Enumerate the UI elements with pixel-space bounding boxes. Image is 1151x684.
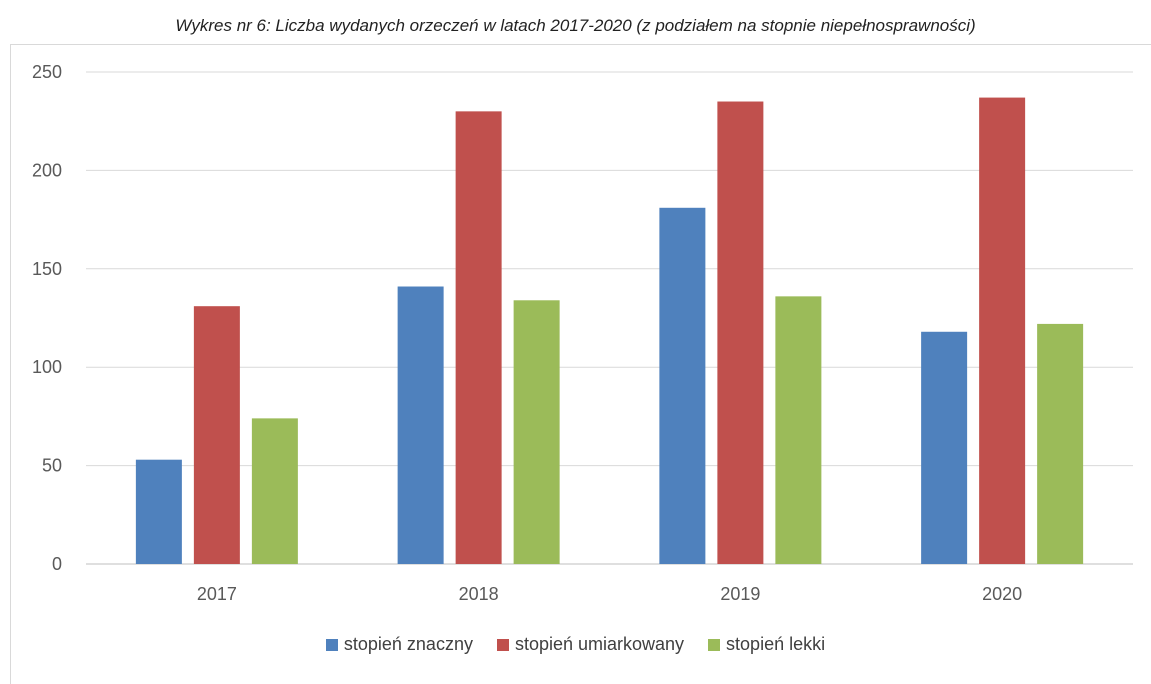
y-tick-label: 200 [32,160,62,180]
legend-item: stopień znaczny [325,634,473,655]
bar-2018-0 [397,286,444,564]
bar-2019-1 [717,101,764,565]
legend: stopień znaczny stopień umiarkowany stopie… [0,634,1151,655]
y-tick-label: 100 [32,357,62,377]
x-tick-label: 2019 [720,584,760,604]
legend-label: stopień lekki [726,634,826,654]
bar-2020-1 [979,97,1026,565]
y-tick-label: 150 [32,259,62,279]
bar-2017-1 [193,306,240,564]
legend-swatch [325,638,338,651]
bar-2019-2 [775,296,822,564]
legend-swatch [496,638,509,651]
bar-2020-2 [1037,323,1084,564]
x-tick-label: 2020 [982,584,1022,604]
chart-title: Wykres nr 6: Liczba wydanych orzeczeń w … [175,16,976,35]
legend-item: stopień lekki [708,634,825,655]
bar-2018-2 [513,300,560,564]
bar-2019-0 [659,207,706,565]
bar-2017-0 [135,459,182,564]
bar-2017-2 [251,418,298,564]
y-tick-label: 250 [32,62,62,82]
legend-swatch [708,638,721,651]
legend-label: stopień znaczny [343,634,473,654]
legend-label: stopień umiarkowany [514,634,685,654]
chart-frame [10,44,1151,684]
x-tick-label: 2018 [459,584,499,604]
y-tick-label: 50 [42,456,62,476]
bar-2018-1 [455,111,502,565]
bar-2020-0 [921,331,968,564]
x-tick-label: 2017 [197,584,237,604]
legend-item: stopień umiarkowany [496,634,685,655]
y-tick-label: 0 [52,554,62,574]
